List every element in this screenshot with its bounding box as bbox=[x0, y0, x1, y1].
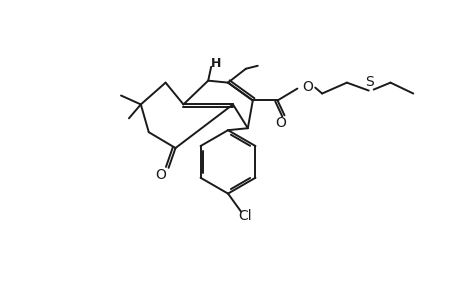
Text: O: O bbox=[274, 116, 285, 130]
Text: H: H bbox=[211, 57, 221, 70]
Text: Cl: Cl bbox=[237, 209, 251, 224]
Text: S: S bbox=[364, 75, 373, 88]
Text: O: O bbox=[301, 80, 312, 94]
Text: O: O bbox=[155, 168, 166, 182]
